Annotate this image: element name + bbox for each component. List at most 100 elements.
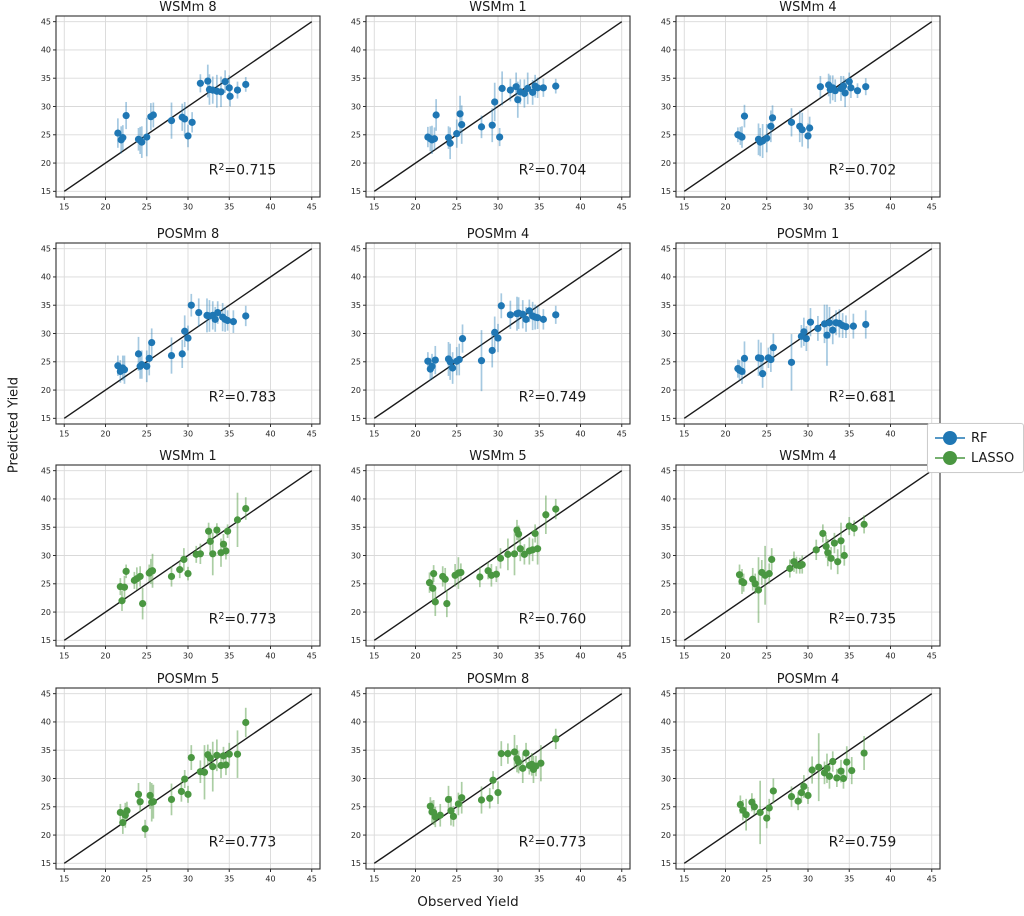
- svg-text:45: 45: [41, 17, 51, 26]
- svg-text:WSMm 1: WSMm 1: [159, 449, 216, 464]
- svg-text:45: 45: [617, 652, 627, 661]
- svg-text:20: 20: [720, 203, 730, 212]
- svg-text:30: 30: [183, 875, 193, 884]
- svg-text:20: 20: [720, 652, 730, 661]
- svg-text:35: 35: [844, 430, 854, 439]
- svg-text:15: 15: [41, 187, 51, 196]
- svg-text:POSMm 4: POSMm 4: [777, 672, 840, 687]
- svg-text:35: 35: [534, 203, 544, 212]
- svg-text:15: 15: [679, 430, 689, 439]
- svg-text:45: 45: [351, 466, 361, 475]
- svg-text:35: 35: [351, 746, 361, 755]
- svg-text:POSMm 4: POSMm 4: [467, 227, 530, 242]
- svg-text:15: 15: [369, 430, 379, 439]
- rf-errorbar-marker-icon: [935, 431, 965, 445]
- svg-text:40: 40: [885, 430, 895, 439]
- svg-text:15: 15: [41, 859, 51, 868]
- svg-text:20: 20: [41, 159, 51, 168]
- svg-text:40: 40: [41, 718, 51, 727]
- subplot-wsmm-4-lasso: 15 15 20 20 25 25 30 30 35 35 40 40 45 45 WSMm 4 R2=0.7…: [650, 449, 946, 668]
- svg-text:30: 30: [803, 203, 813, 212]
- svg-text:25: 25: [661, 131, 671, 140]
- subplot-posmm-5-lasso: 15 15 20 20 25 25 30 30 35 35 40 40 45 45 POSMm 5 R2=0.…: [30, 672, 326, 891]
- svg-text:20: 20: [100, 430, 110, 439]
- svg-text:35: 35: [351, 523, 361, 532]
- svg-text:45: 45: [307, 203, 317, 212]
- svg-text:R2=0.704: R2=0.704: [519, 162, 587, 179]
- svg-text:40: 40: [885, 652, 895, 661]
- svg-text:45: 45: [351, 689, 361, 698]
- svg-text:R2=0.773: R2=0.773: [519, 834, 587, 851]
- legend-label-lasso: LASSO: [971, 450, 1015, 466]
- svg-text:40: 40: [885, 875, 895, 884]
- svg-text:30: 30: [351, 774, 361, 783]
- svg-text:30: 30: [803, 875, 813, 884]
- svg-text:20: 20: [720, 875, 730, 884]
- svg-text:25: 25: [351, 358, 361, 367]
- svg-text:40: 40: [265, 203, 275, 212]
- svg-text:30: 30: [803, 652, 813, 661]
- svg-text:30: 30: [351, 329, 361, 338]
- svg-text:15: 15: [369, 203, 379, 212]
- svg-text:45: 45: [617, 430, 627, 439]
- subplot-canvas: 15 15 20 20 25 25 30 30 35 35 40 40 45 45 WSMm 1 R2=0.7…: [41, 449, 321, 661]
- svg-text:25: 25: [142, 430, 152, 439]
- subplot-canvas: 15 15 20 20 25 25 30 30 35 35 40 40 45 45 WSMm 8 R2=0.7…: [41, 0, 321, 212]
- svg-text:45: 45: [661, 17, 671, 26]
- svg-text:20: 20: [661, 608, 671, 617]
- svg-text:R2=0.760: R2=0.760: [519, 611, 587, 628]
- svg-text:40: 40: [575, 875, 585, 884]
- svg-text:45: 45: [351, 17, 361, 26]
- svg-text:15: 15: [59, 430, 69, 439]
- svg-text:40: 40: [661, 46, 671, 55]
- svg-text:25: 25: [41, 358, 51, 367]
- svg-text:35: 35: [661, 301, 671, 310]
- svg-text:35: 35: [224, 652, 234, 661]
- svg-text:WSMm 1: WSMm 1: [469, 0, 526, 15]
- svg-text:25: 25: [452, 203, 462, 212]
- svg-text:25: 25: [452, 430, 462, 439]
- legend-item-lasso: LASSO: [934, 449, 1014, 467]
- svg-text:25: 25: [41, 131, 51, 140]
- svg-text:20: 20: [351, 831, 361, 840]
- svg-text:30: 30: [803, 430, 813, 439]
- svg-text:35: 35: [661, 74, 671, 83]
- svg-text:20: 20: [351, 159, 361, 168]
- svg-text:20: 20: [100, 875, 110, 884]
- svg-text:40: 40: [265, 875, 275, 884]
- svg-text:35: 35: [224, 875, 234, 884]
- svg-text:15: 15: [351, 859, 361, 868]
- svg-text:40: 40: [575, 430, 585, 439]
- svg-text:30: 30: [493, 875, 503, 884]
- svg-text:35: 35: [41, 746, 51, 755]
- svg-text:40: 40: [351, 273, 361, 282]
- svg-text:35: 35: [534, 875, 544, 884]
- svg-text:25: 25: [762, 430, 772, 439]
- svg-text:45: 45: [661, 244, 671, 253]
- svg-text:20: 20: [410, 875, 420, 884]
- svg-text:45: 45: [41, 244, 51, 253]
- svg-text:35: 35: [661, 523, 671, 532]
- svg-text:45: 45: [927, 203, 937, 212]
- svg-text:20: 20: [41, 831, 51, 840]
- svg-text:30: 30: [41, 551, 51, 560]
- svg-text:30: 30: [661, 551, 671, 560]
- svg-text:40: 40: [351, 495, 361, 504]
- svg-text:15: 15: [59, 203, 69, 212]
- svg-text:25: 25: [351, 131, 361, 140]
- svg-text:20: 20: [720, 430, 730, 439]
- svg-text:45: 45: [307, 652, 317, 661]
- svg-text:45: 45: [617, 203, 627, 212]
- svg-text:40: 40: [661, 718, 671, 727]
- subplot-canvas: 15 15 20 20 25 25 30 30 35 35 40 40 45 45 POSMm 4 R2=0.…: [661, 672, 941, 884]
- subplot-canvas: 15 15 20 20 25 25 30 30 35 35 40 40 45 45 POSMm 5 R2=0.…: [41, 672, 321, 884]
- svg-text:45: 45: [307, 430, 317, 439]
- svg-text:45: 45: [41, 466, 51, 475]
- svg-text:15: 15: [351, 187, 361, 196]
- subplot-canvas: 15 15 20 20 25 25 30 30 35 35 40 40 45 45 WSMm 4 R2=0.7…: [661, 449, 941, 661]
- svg-text:45: 45: [41, 689, 51, 698]
- svg-text:R2=0.681: R2=0.681: [829, 389, 897, 406]
- svg-text:20: 20: [661, 386, 671, 395]
